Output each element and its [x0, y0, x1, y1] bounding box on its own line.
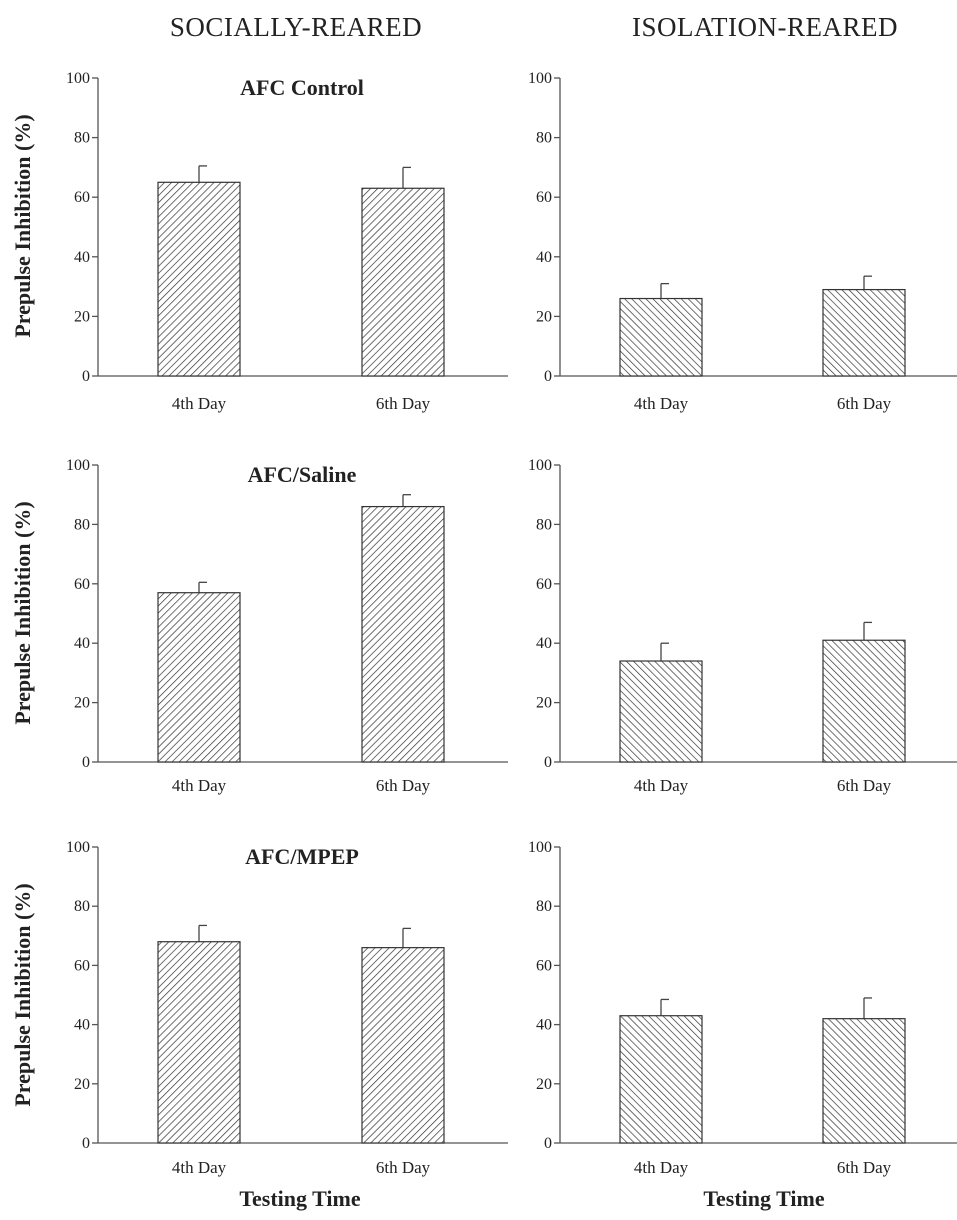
category-label: 4th Day [172, 1158, 227, 1177]
panel-title: AFC Control [240, 75, 364, 100]
panel-title: AFC/MPEP [245, 844, 359, 869]
y-tick-label: 60 [74, 189, 90, 206]
y-axis-label: Prepulse Inhibition (%) [10, 114, 35, 337]
y-tick-label: 40 [74, 1017, 90, 1034]
y-tick-label: 100 [66, 457, 90, 474]
y-tick-label: 0 [82, 368, 90, 385]
panel-1: 0 20 40 60 80 100 4th Day 6th Day AFC Control Pre… [10, 70, 508, 413]
y-tick-label: 40 [536, 1017, 552, 1034]
bar-4th-day [619, 297, 703, 377]
y-tick-label: 60 [536, 576, 552, 593]
y-tick-label: 20 [74, 695, 90, 712]
y-tick-label: 80 [536, 130, 552, 147]
category-label: 4th Day [634, 394, 689, 413]
y-tick-label: 40 [536, 249, 552, 266]
bar-6th-day [822, 288, 906, 377]
category-label: 4th Day [172, 776, 227, 795]
category-label: 6th Day [837, 1158, 892, 1177]
y-tick-label: 100 [528, 70, 552, 87]
y-tick-label: 60 [74, 957, 90, 974]
y-axis-label: Prepulse Inhibition (%) [10, 883, 35, 1106]
y-tick-label: 80 [536, 516, 552, 533]
y-tick-label: 0 [544, 368, 552, 385]
y-tick-label: 80 [74, 898, 90, 915]
y-tick-label: 20 [74, 308, 90, 325]
y-tick-label: 60 [536, 957, 552, 974]
y-tick-label: 0 [544, 754, 552, 771]
y-tick-label: 40 [74, 249, 90, 266]
y-tick-label: 80 [74, 516, 90, 533]
y-tick-label: 0 [544, 1135, 552, 1152]
category-label: 6th Day [376, 776, 431, 795]
category-label: 6th Day [837, 776, 892, 795]
panel-3: 0 20 40 60 80 100 4th Day 6th Day AFC/Saline Prep… [10, 457, 508, 795]
bar-6th-day [361, 947, 445, 1144]
y-tick-label: 40 [74, 635, 90, 652]
y-tick-label: 60 [536, 189, 552, 206]
category-label: 6th Day [376, 394, 431, 413]
y-tick-label: 80 [536, 898, 552, 915]
category-label: 4th Day [172, 394, 227, 413]
y-tick-label: 20 [74, 1076, 90, 1093]
y-tick-label: 60 [74, 576, 90, 593]
category-label: 6th Day [837, 394, 892, 413]
y-tick-label: 0 [82, 1135, 90, 1152]
panel-6: 0 20 40 60 80 100 4th Day 6th Day [528, 839, 957, 1177]
panel-title: AFC/Saline [248, 462, 357, 487]
y-tick-label: 100 [528, 457, 552, 474]
category-label: 4th Day [634, 776, 689, 795]
x-axis-label-left: Testing Time [239, 1186, 360, 1211]
bar-6th-day [361, 505, 445, 763]
bar-6th-day [361, 187, 445, 377]
y-axis-label: Prepulse Inhibition (%) [10, 501, 35, 724]
panel-5: 0 20 40 60 80 100 4th Day 6th Day AFC/MPEP Prepul… [10, 839, 508, 1177]
y-tick-label: 100 [66, 839, 90, 856]
x-axis-label-right: Testing Time [703, 1186, 824, 1211]
y-tick-label: 80 [74, 130, 90, 147]
bar-4th-day [157, 592, 241, 763]
column-header-isolation-reared: ISOLATION-REARED [632, 12, 898, 42]
bar-4th-day [157, 941, 241, 1144]
bar-4th-day [619, 660, 703, 763]
bar-4th-day [157, 181, 241, 377]
y-tick-label: 100 [528, 839, 552, 856]
y-tick-label: 20 [536, 1076, 552, 1093]
column-header-socially-reared: SOCIALLY-REARED [170, 12, 422, 42]
panel-4: 0 20 40 60 80 100 4th Day 6th Day [528, 457, 957, 795]
panels: 0 20 40 60 80 100 4th Day 6th Day AFC Control Pre… [10, 70, 957, 1177]
bar-6th-day [822, 1018, 906, 1144]
y-tick-label: 20 [536, 308, 552, 325]
category-label: 6th Day [376, 1158, 431, 1177]
panel-2: 0 20 40 60 80 100 4th Day 6th Day [528, 70, 957, 413]
y-tick-label: 0 [82, 754, 90, 771]
y-tick-label: 40 [536, 635, 552, 652]
category-label: 4th Day [634, 1158, 689, 1177]
y-tick-label: 20 [536, 695, 552, 712]
y-tick-label: 100 [66, 70, 90, 87]
bar-4th-day [619, 1015, 703, 1144]
bar-6th-day [822, 639, 906, 763]
